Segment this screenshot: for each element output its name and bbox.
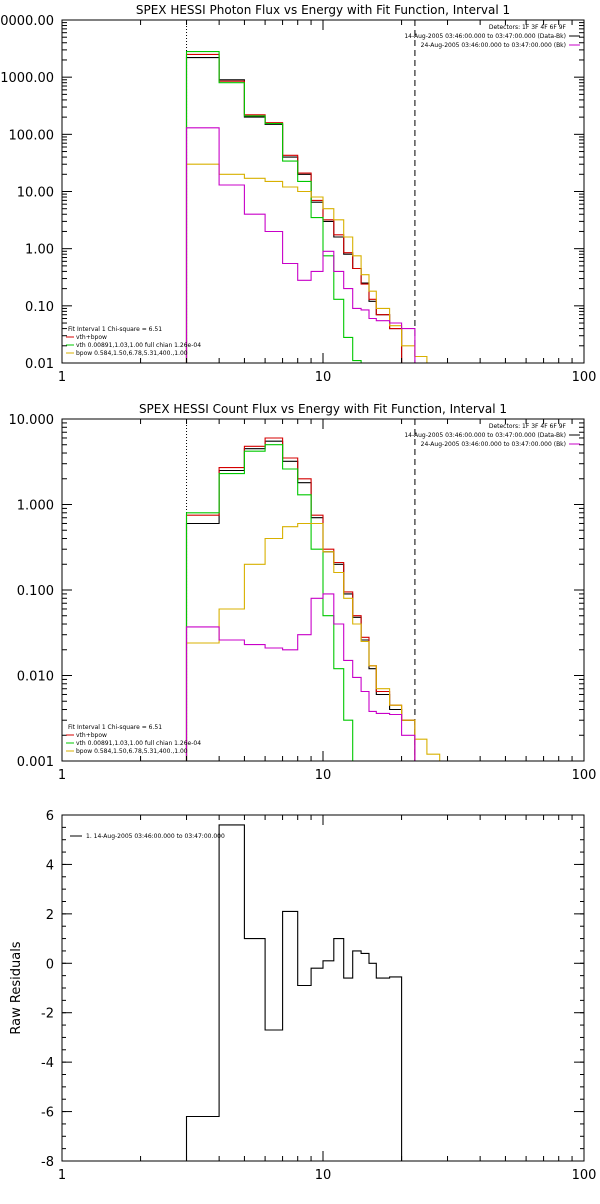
series-group — [185, 51, 428, 363]
series-line-data — [185, 440, 416, 761]
series-line-bk — [185, 593, 416, 761]
y-tick-label: 10.00 — [17, 186, 54, 201]
y-tick-label: 0.01 — [25, 357, 54, 372]
series-group — [185, 824, 403, 1161]
x-tick-label: 100 — [572, 1168, 597, 1183]
y-tick-label: 0.10 — [25, 300, 54, 315]
series-line-vth — [185, 444, 362, 761]
series-line-total — [185, 437, 416, 761]
y-tick-label: 10000.00 — [0, 14, 54, 29]
x-tick-label: 10 — [315, 768, 332, 783]
y-tick-label: -4 — [41, 1056, 54, 1071]
legend-bottom-entry: vth+bpow — [76, 732, 107, 739]
series-group — [185, 437, 441, 761]
legend-top-entry: 1. 14-Aug-2005 03:46:00.000 to 03:47:00.… — [86, 833, 225, 840]
series-line-data — [185, 824, 403, 1161]
legend-bottom-entry: Fit Interval 1 Chi-square = 6.51 — [68, 326, 162, 333]
x-tick-label: 10 — [315, 370, 332, 385]
legend-bottom-entry: Fit Interval 1 Chi-square = 6.51 — [68, 724, 162, 731]
plot-1: SPEX HESSI Photon Flux vs Energy with Fi… — [0, 3, 596, 385]
legend-bottom-entry: vth+bpow — [76, 334, 107, 341]
series-line-total — [185, 53, 403, 363]
y-tick-label: 6 — [46, 809, 54, 824]
legend-top-entry: 14-Aug-2005 03:46:00.000 to 03:47:00.000… — [404, 33, 566, 40]
x-tick-label: 10 — [315, 1168, 332, 1183]
x-tick-label: 100 — [572, 370, 597, 385]
y-tick-label: 0.010 — [17, 670, 54, 685]
legend-bottom-entry: vth 0.00891,1.03,1.00 full chian 1.26e-0… — [76, 342, 201, 349]
legend-bottom-entry: vth 0.00891,1.03,1.00 full chian 1.26e-0… — [76, 740, 201, 747]
x-tick-label: 1 — [58, 1168, 66, 1183]
y-tick-label: 1.00 — [25, 243, 54, 258]
y-tick-label: 0.001 — [17, 755, 54, 770]
legend-top-entry: Detectors: 1F 3F 4F 6F 9F — [489, 423, 567, 430]
legend-top-entry: 24-Aug-2005 03:46:00.000 to 03:47:00.000… — [421, 441, 566, 448]
y-tick-label: 10.000 — [9, 413, 55, 428]
y-tick-label: 100.00 — [9, 128, 55, 143]
y-tick-label: 0.100 — [17, 584, 54, 599]
series-line-bpow — [185, 163, 428, 363]
y-tick-label: 4 — [46, 858, 54, 873]
chart-title: SPEX HESSI Count Flux vs Energy with Fit… — [139, 402, 507, 416]
y-tick-label: 2 — [46, 908, 54, 923]
plot-3: 1 10 100 -8 -6 -4 -2 0 2 4 6 Raw Residuals 1. 14-Aug… — [9, 809, 596, 1183]
series-line-vth — [185, 51, 362, 363]
y-tick-label: -2 — [41, 1007, 54, 1022]
legend-top-entry: Detectors: 1F 3F 4F 6F 9F — [489, 24, 567, 31]
x-tick-label: 1 — [58, 768, 66, 783]
series-line-bk — [185, 127, 416, 363]
legend-top-entry: 14-Aug-2005 03:46:00.000 to 03:47:00.000… — [404, 432, 566, 439]
series-line-data — [185, 57, 403, 363]
plot-frame — [61, 19, 585, 364]
y-tick-label: -8 — [41, 1155, 54, 1170]
legend-bottom-entry: bpow 0.584,1.50,6.78,5.31,400.,1.00 — [76, 748, 188, 755]
plot-frame — [61, 814, 585, 1162]
x-tick-label: 1 — [58, 370, 66, 385]
chart-title: SPEX HESSI Photon Flux vs Energy with Fi… — [136, 3, 510, 17]
legend-top-entry: 24-Aug-2005 03:46:00.000 to 03:47:00.000… — [421, 42, 566, 49]
legend-bottom-entry: bpow 0.584,1.50,6.78,5.31,400.,1.00 — [76, 350, 188, 357]
y-tick-label: 1000.00 — [0, 71, 54, 86]
x-tick-label: 100 — [572, 768, 597, 783]
y-axis-label: Raw Residuals — [9, 941, 24, 1034]
y-tick-label: -6 — [41, 1106, 54, 1121]
plot-2: SPEX HESSI Count Flux vs Energy with Fit… — [9, 402, 597, 783]
y-tick-label: 0 — [46, 957, 54, 972]
y-tick-label: 1.000 — [17, 499, 54, 514]
